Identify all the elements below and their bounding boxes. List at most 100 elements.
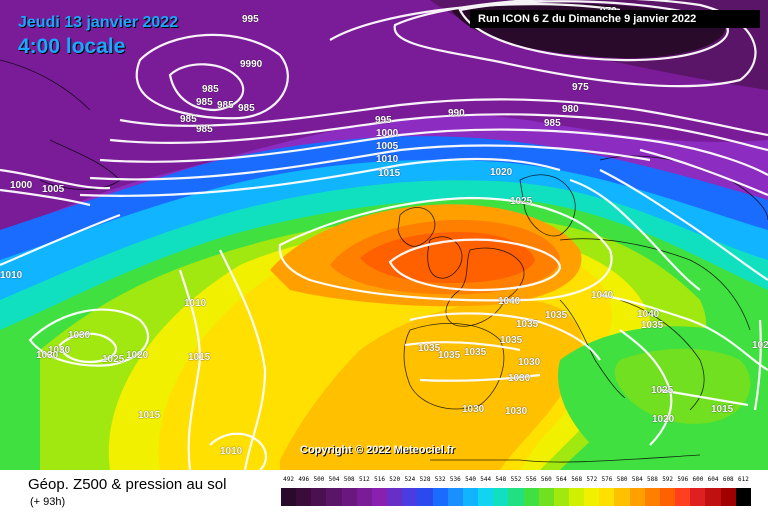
scale-swatch xyxy=(311,488,327,506)
isobar-label: 985 xyxy=(544,118,561,129)
isobar-label: 1005 xyxy=(376,141,399,152)
scale-swatch xyxy=(371,488,388,506)
isobar-label: 1025 xyxy=(510,196,533,207)
isobar-label: 1010 xyxy=(0,270,23,281)
scale-swatch xyxy=(417,488,433,506)
isobar-label: 1020 xyxy=(652,414,675,425)
scale-labels: 492 496 500 504 508 512 516 520 524 528 532 536 540 5… xyxy=(281,476,751,486)
scale-swatch xyxy=(432,488,448,506)
scale-label: 548 xyxy=(495,476,507,483)
scale-swatch xyxy=(659,488,676,506)
scale-bar xyxy=(281,488,751,506)
scale-swatch xyxy=(296,488,312,506)
isobar-label: 980 xyxy=(562,104,579,115)
isobar-label: 1035 xyxy=(545,310,568,321)
isobar-label: 1020 xyxy=(490,167,513,178)
isobar-label: 1030 xyxy=(505,406,528,417)
isobar-label: 1025 xyxy=(651,385,674,396)
map-title: Géop. Z500 & pression au sol xyxy=(28,476,227,493)
scale-swatch xyxy=(387,488,403,506)
scale-label: 572 xyxy=(586,476,598,483)
scale-swatch xyxy=(584,488,600,506)
color-scale: 492 496 500 504 508 512 516 520 524 528 532 536 540 5… xyxy=(281,476,751,508)
scale-label: 512 xyxy=(358,476,370,483)
scale-swatch xyxy=(281,488,297,506)
isobar-label: 985 xyxy=(238,103,255,114)
scale-label: 520 xyxy=(389,476,401,483)
isobar-label: 990 xyxy=(448,108,465,119)
scale-label: 524 xyxy=(404,476,416,483)
scale-swatch xyxy=(629,488,645,506)
forecast-offset: (+ 93h) xyxy=(30,496,66,508)
scale-swatch xyxy=(644,488,660,506)
scale-label: 608 xyxy=(722,476,734,483)
isobar-label: 1010 xyxy=(220,446,243,457)
scale-swatch xyxy=(326,488,342,506)
isobar-label: 995 xyxy=(242,14,259,25)
scale-label: 552 xyxy=(510,476,522,483)
isobar-label: 1040 xyxy=(498,296,521,307)
isobar-label: 1030 xyxy=(518,357,541,368)
isobar-label: 1000 xyxy=(10,180,33,191)
scale-label: 576 xyxy=(601,476,613,483)
scale-label: 556 xyxy=(525,476,537,483)
isobar-label: 1030 xyxy=(48,345,71,356)
geopotential-field xyxy=(0,0,768,470)
scale-label: 516 xyxy=(374,476,385,483)
isobar-label: 985 xyxy=(196,97,213,108)
scale-swatch xyxy=(553,488,569,506)
scale-swatch xyxy=(690,488,706,506)
scale-label: 580 xyxy=(616,476,628,483)
scale-swatch xyxy=(599,488,615,506)
scale-label: 528 xyxy=(419,476,431,483)
isobar-label: 1035 xyxy=(500,335,523,346)
scale-swatch xyxy=(538,488,554,506)
scale-swatch xyxy=(508,488,524,506)
scale-label: 568 xyxy=(571,476,583,483)
isobar-label: 1000 xyxy=(376,128,399,139)
isobar-label: 1040 xyxy=(591,290,614,301)
isobar-label: 1015 xyxy=(188,352,211,363)
scale-label: 500 xyxy=(313,476,325,483)
scale-swatch xyxy=(493,488,509,506)
isobar-label: 1025 xyxy=(102,354,125,365)
scale-label: 540 xyxy=(465,476,476,483)
scale-label: 496 xyxy=(298,476,310,483)
scale-label: 592 xyxy=(662,476,674,483)
scale-label: 584 xyxy=(631,476,643,483)
isobar-label: 1015 xyxy=(711,404,734,415)
isobar-label: 1030 xyxy=(36,350,59,361)
isobar-label: 985 xyxy=(202,84,219,95)
scale-swatch xyxy=(478,488,494,506)
scale-label: 508 xyxy=(343,476,355,483)
weather-map: 9959990985985985985985985970975980985990… xyxy=(0,0,768,470)
scale-label: 504 xyxy=(328,476,340,483)
isobar-label: 102 xyxy=(752,340,768,351)
scale-swatch xyxy=(735,488,751,506)
isobar-label: 985 xyxy=(196,124,213,135)
isobar-label: 1035 xyxy=(438,350,461,361)
isobar-label: 1035 xyxy=(418,343,441,354)
scale-label: 560 xyxy=(540,476,552,483)
scale-label: 564 xyxy=(556,476,567,483)
scale-swatch xyxy=(568,488,585,506)
isobar-label: 975 xyxy=(572,82,589,93)
scale-swatch xyxy=(614,488,630,506)
isobar-label: 1010 xyxy=(376,154,399,165)
scale-swatch xyxy=(341,488,357,506)
scale-swatch xyxy=(720,488,736,506)
scale-label: 612 xyxy=(737,476,749,483)
scale-swatch xyxy=(705,488,721,506)
scale-swatch xyxy=(523,488,539,506)
scale-swatch xyxy=(356,488,372,506)
isobar-label: 995 xyxy=(375,115,392,126)
forecast-time: 4:00 locale xyxy=(18,35,126,58)
isobar-label: 1035 xyxy=(464,347,487,358)
scale-swatch xyxy=(447,488,463,506)
isobar-label: 1005 xyxy=(42,184,65,195)
isobar-label: 985 xyxy=(217,100,234,111)
scale-label: 588 xyxy=(647,476,658,483)
scale-swatch xyxy=(462,488,479,506)
isobar-label: 9990 xyxy=(240,59,263,70)
isobar-label: 1035 xyxy=(516,319,539,330)
